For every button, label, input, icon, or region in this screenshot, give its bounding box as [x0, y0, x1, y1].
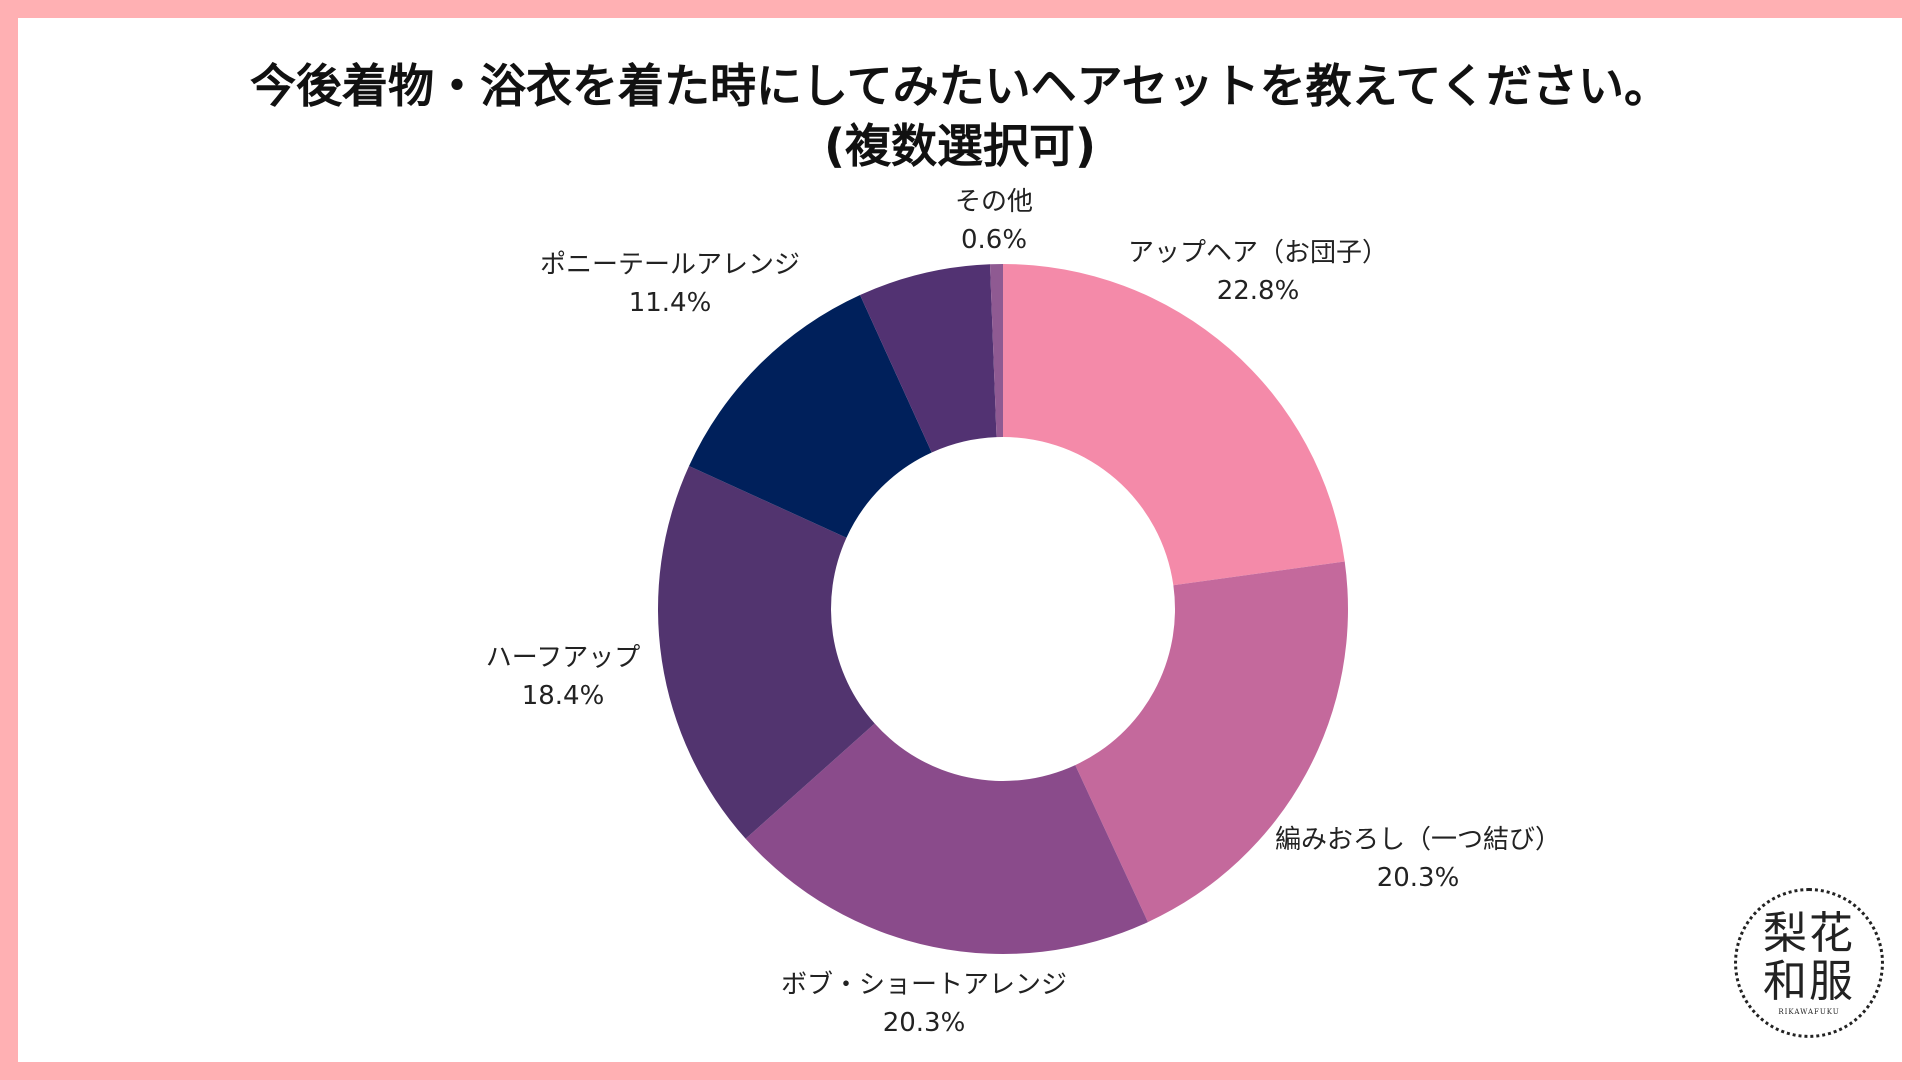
slice-value-7: 0.6%	[961, 225, 1027, 255]
slice-label-3: ボブ・ショートアレンジ	[781, 970, 1067, 1000]
slice-value-5: 11.4%	[629, 288, 712, 318]
title-line-2: (複数選択可)	[823, 119, 1097, 173]
slice-label-5: ポニーテールアレンジ	[540, 250, 800, 280]
donut-chart: アップヘア（お団子） 22.8% 編みおろし（一つ結び） 20.3% ボブ・ショートアレ…	[486, 187, 1561, 1038]
slice-5	[689, 295, 932, 538]
slice-4	[657, 466, 875, 839]
slice-value-2: 20.3%	[1377, 863, 1460, 893]
slice-label-4: ハーフアップ	[486, 643, 640, 673]
slice-3	[745, 723, 1148, 955]
slice-value-3: 20.3%	[883, 1008, 966, 1038]
logo-small-text: RIKAWAFUKU	[1778, 1008, 1840, 1016]
slice-7	[989, 264, 1003, 438]
logo-line-1: 梨花	[1763, 908, 1855, 959]
slice-6	[860, 264, 997, 453]
slice-value-1: 22.8%	[1217, 276, 1300, 306]
slice-2	[1075, 561, 1348, 923]
slice-1	[1003, 264, 1345, 586]
logo-line-2: 和服	[1763, 956, 1855, 1007]
title-line-1: 今後着物・浴衣を着た時にしてみたいヘアセットを教えてください。	[249, 59, 1671, 113]
chart-frame: 今後着物・浴衣を着た時にしてみたいヘアセットを教えてください。 (複数選択可) …	[18, 18, 1902, 1062]
chart-title: 今後着物・浴衣を着た時にしてみたいヘアセットを教えてください。 (複数選択可)	[18, 56, 1902, 176]
slice-label-1: アップヘア（お団子）	[1128, 238, 1388, 268]
slice-label-2: 編みおろし（一つ結び）	[1275, 825, 1561, 855]
brand-logo: 梨花 和服 RIKAWAFUKU	[1734, 888, 1884, 1038]
slice-value-4: 18.4%	[522, 681, 605, 711]
slice-label-7: その他	[955, 187, 1033, 217]
